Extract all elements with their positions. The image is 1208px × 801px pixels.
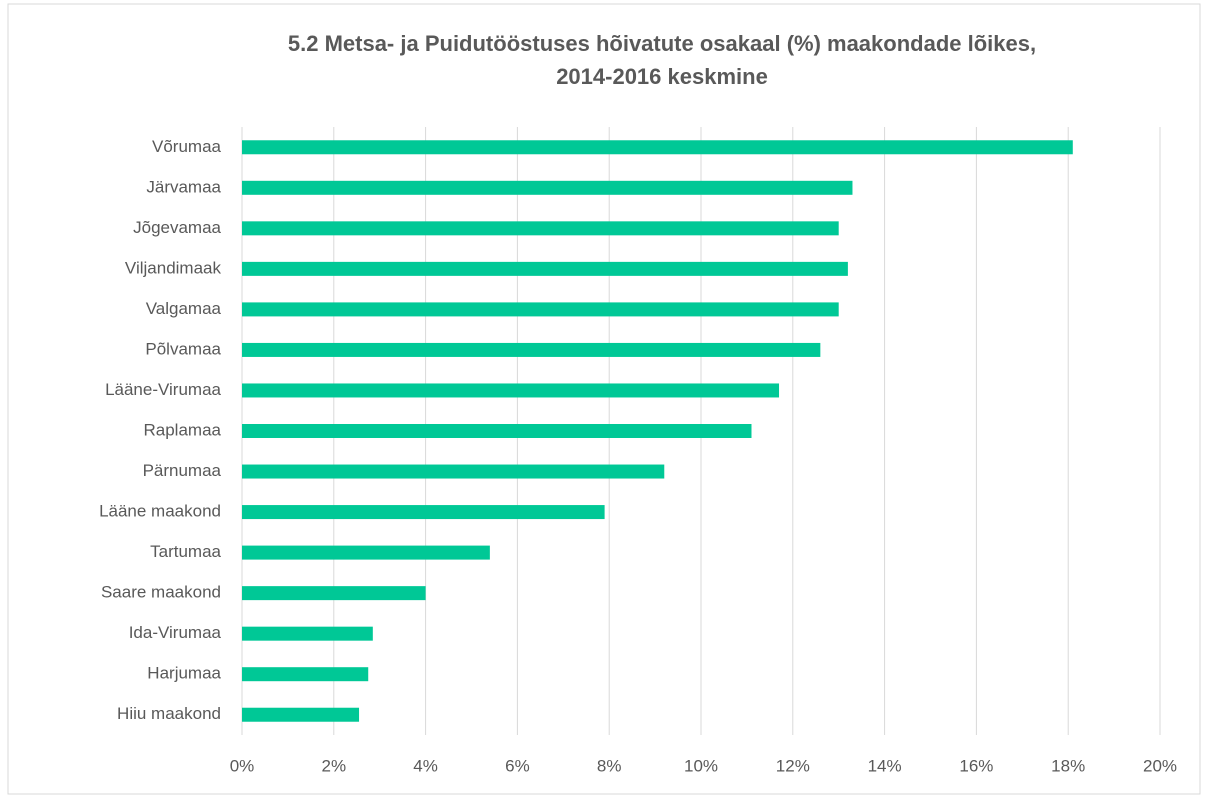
bar xyxy=(242,545,490,560)
bar xyxy=(242,302,839,317)
bar xyxy=(242,667,369,682)
chart-title: 2014-2016 keskmine xyxy=(556,64,768,89)
bar xyxy=(242,505,605,520)
x-tick-label: 8% xyxy=(597,756,622,775)
y-tick-label: Järvamaa xyxy=(146,177,221,196)
x-tick-label: 0% xyxy=(230,756,255,775)
bar xyxy=(242,221,839,236)
chart-title: 5.2 Metsa- ja Puidutööstuses hõivatute o… xyxy=(288,31,1036,56)
y-tick-label: Harjumaa xyxy=(147,664,221,683)
chart-border xyxy=(7,3,1201,795)
y-tick-label: Viljandimaak xyxy=(125,258,222,277)
x-tick-label: 14% xyxy=(868,756,902,775)
x-tick-label: 4% xyxy=(413,756,438,775)
x-tick-label: 10% xyxy=(684,756,718,775)
y-tick-label: Võrumaa xyxy=(152,137,222,156)
bar xyxy=(242,383,780,398)
y-tick-label: Tartumaa xyxy=(150,542,221,561)
bar xyxy=(242,464,665,479)
y-tick-label: Pärnumaa xyxy=(143,461,222,480)
y-tick-label: Valgamaa xyxy=(146,299,222,318)
y-tick-label: Jõgevamaa xyxy=(133,218,221,237)
y-tick-label: Lääne-Virumaa xyxy=(105,380,221,399)
bar xyxy=(242,261,848,276)
y-tick-label: Lääne maakond xyxy=(99,502,221,521)
bar xyxy=(242,342,821,357)
y-tick-label: Raplamaa xyxy=(144,420,222,439)
y-tick-label: Hiiu maakond xyxy=(117,704,221,723)
y-tick-label: Saare maakond xyxy=(101,583,221,602)
bar xyxy=(242,140,1073,155)
bar xyxy=(242,626,373,641)
x-tick-label: 2% xyxy=(322,756,347,775)
y-tick-label: Põlvamaa xyxy=(145,339,221,358)
x-tick-label: 16% xyxy=(959,756,993,775)
bar xyxy=(242,180,853,195)
x-tick-label: 12% xyxy=(776,756,810,775)
bar xyxy=(242,424,752,438)
bar xyxy=(242,586,426,601)
x-tick-label: 20% xyxy=(1143,756,1177,775)
x-tick-label: 6% xyxy=(505,756,530,775)
x-tick-label: 18% xyxy=(1051,756,1085,775)
y-tick-label: Ida-Virumaa xyxy=(129,623,222,642)
bar xyxy=(242,707,360,722)
